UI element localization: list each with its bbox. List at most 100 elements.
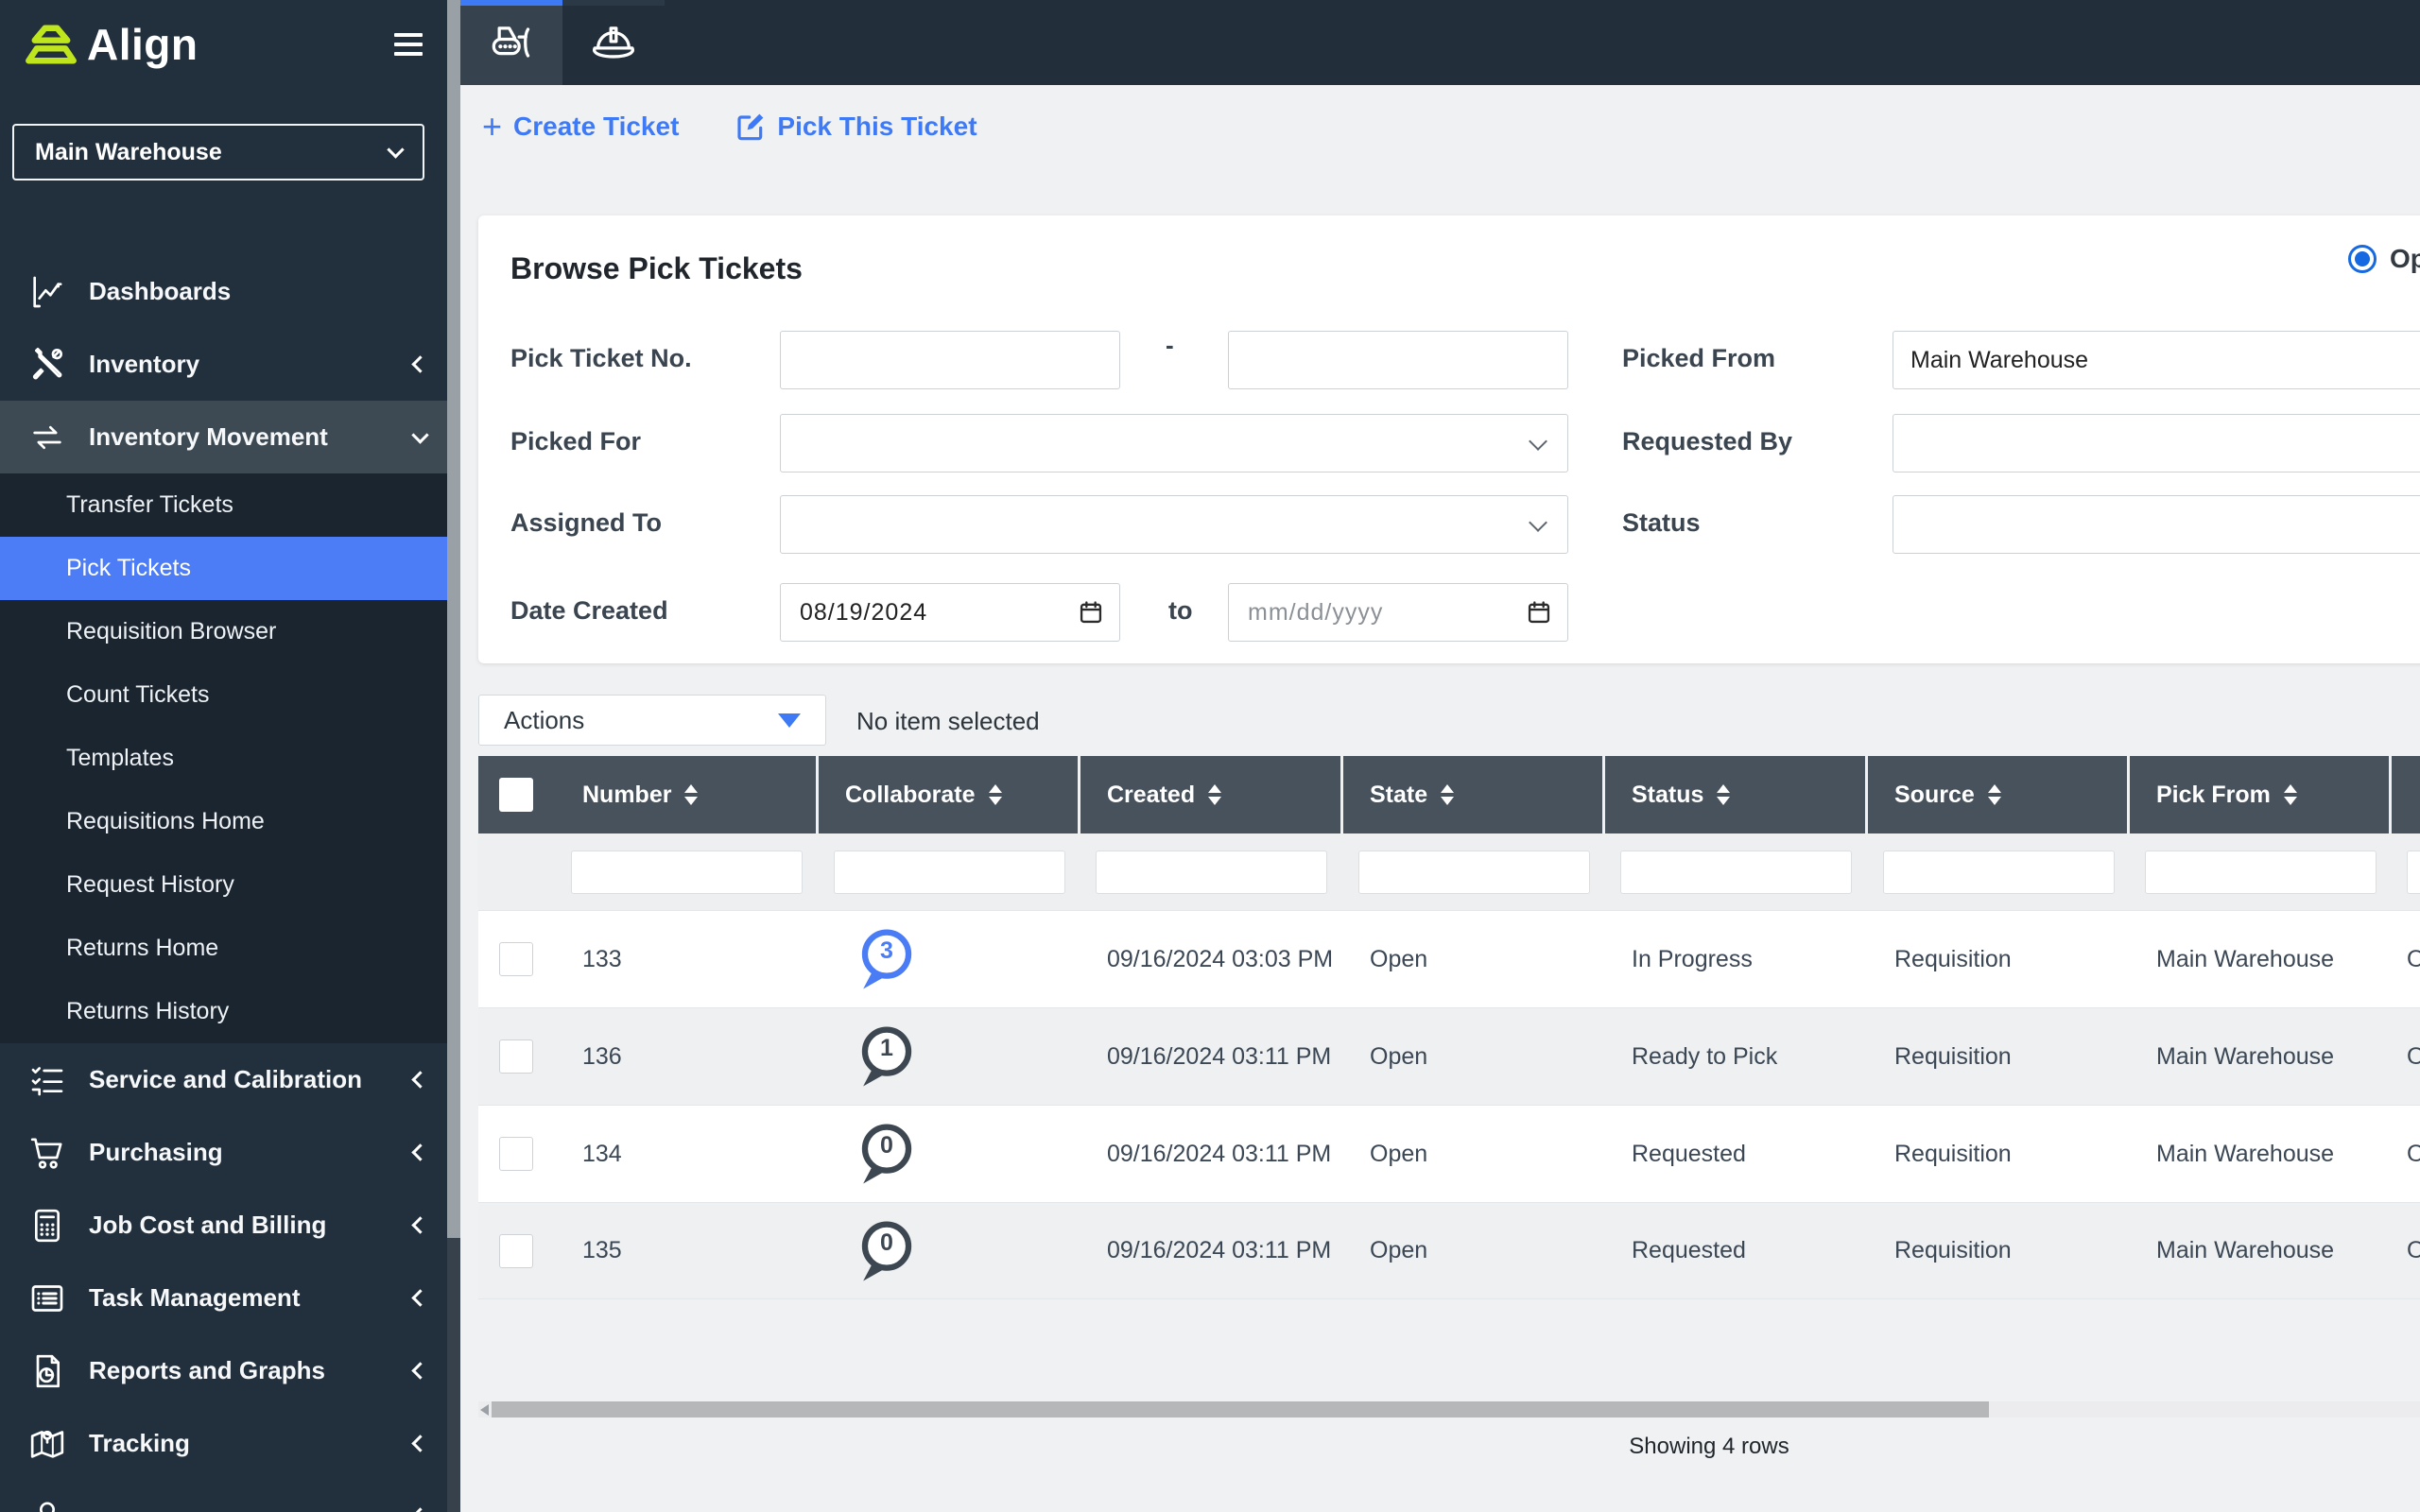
filter-collaborate-input[interactable] — [834, 850, 1065, 894]
pick-ticket-no-to-input[interactable] — [1228, 331, 1568, 389]
sidebar-item-inventory-movement[interactable]: Inventory Movement — [0, 401, 460, 473]
header-source[interactable]: Source — [1868, 756, 2130, 833]
header-number[interactable]: Number — [478, 756, 819, 833]
header-pick-from[interactable]: Pick From — [2130, 756, 2392, 833]
row-checkbox[interactable] — [499, 1040, 533, 1074]
sort-icon — [1717, 784, 1731, 805]
open-radio-label: Open — [2390, 244, 2420, 273]
sidebar-item-reports-and-graphs[interactable]: Reports and Graphs — [0, 1334, 460, 1407]
header-collaborate[interactable]: Collaborate — [819, 756, 1080, 833]
sidebar-item-service-and-calibration[interactable]: Service and Calibration — [0, 1043, 460, 1116]
row-checkbox[interactable] — [499, 1233, 533, 1268]
sidebar-item-pick-tickets[interactable]: Pick Tickets — [0, 537, 460, 600]
sidebar-item-transfer-tickets[interactable]: Transfer Tickets — [66, 491, 233, 518]
sidebar-item-tracking[interactable]: Tracking — [0, 1407, 460, 1480]
table-row[interactable]: 135 0 09/16/2024 03:11 PM Open Requested… — [478, 1202, 2420, 1299]
sidebar-item-requisition-browser[interactable]: Requisition Browser — [66, 618, 277, 644]
row-checkbox[interactable] — [499, 1137, 533, 1171]
picked-from-input[interactable] — [1893, 331, 2420, 389]
collaborate-bubble[interactable]: 0 — [856, 1216, 917, 1286]
tab-equipment-bulldozer[interactable] — [460, 0, 562, 85]
picked-for-label: Picked For — [510, 427, 642, 455]
filter-partial-input[interactable] — [2407, 850, 2420, 894]
header-state[interactable]: State — [1343, 756, 1605, 833]
sidebar-item-dashboards[interactable]: Dashboards — [0, 255, 460, 328]
sidebar-item-returns-home[interactable]: Returns Home — [66, 935, 219, 961]
assigned-to-select[interactable] — [780, 495, 1568, 554]
filter-state-input[interactable] — [1358, 850, 1590, 894]
warehouse-selector[interactable]: Main Warehouse — [12, 124, 424, 180]
scroll-left-arrow-icon[interactable] — [480, 1404, 489, 1416]
filter-pick-from-input[interactable] — [2145, 850, 2377, 894]
header-created[interactable]: Created — [1080, 756, 1343, 833]
status-input[interactable] — [1893, 495, 2420, 554]
plus-icon: + — [482, 107, 503, 146]
calculator-icon — [35, 1209, 60, 1242]
sidebar-item-job-cost-and-billing[interactable]: Job Cost and Billing — [0, 1189, 460, 1262]
tools-icon — [32, 347, 63, 379]
sidebar-item-label: Reports and Graphs — [89, 1356, 325, 1384]
sidebar-item-templates[interactable]: Templates — [66, 745, 174, 771]
filter-number-input[interactable] — [571, 850, 803, 894]
horizontal-scrollbar-thumb[interactable] — [492, 1401, 1989, 1418]
sidebar-item-task-management[interactable]: Task Management — [0, 1262, 460, 1334]
pick-this-ticket-button[interactable]: Pick This Ticket — [735, 112, 977, 142]
table-filter-row — [478, 833, 2420, 910]
warehouse-selector-value: Main Warehouse — [35, 138, 222, 165]
sidebar-header: Align Main Warehouse — [0, 0, 460, 255]
speech-bubble-icon — [861, 1124, 912, 1184]
table-row[interactable]: 134 0 09/16/2024 03:11 PM Open Requested… — [478, 1105, 2420, 1202]
sidebar-item-label: Dashboards — [89, 277, 232, 305]
row-checkbox[interactable] — [499, 942, 533, 976]
status-label: Status — [1622, 508, 1701, 537]
sidebar-item-purchasing[interactable]: Purchasing — [0, 1116, 460, 1189]
line-chart-icon — [33, 276, 62, 307]
filter-status-input[interactable] — [1620, 850, 1852, 894]
sidebar-item-request-history[interactable]: Request History — [66, 871, 234, 898]
date-created-label: Date Created — [510, 596, 668, 625]
sidebar-scrollbar-thumb[interactable] — [447, 0, 460, 1238]
collaborate-bubble[interactable]: 0 — [856, 1119, 917, 1189]
sidebar-item-label: Task Management — [89, 1283, 301, 1312]
selection-status-text: No item selected — [856, 707, 1040, 735]
picked-for-select[interactable] — [780, 414, 1568, 472]
table-row[interactable]: 136 1 09/16/2024 03:11 PM Open Ready to … — [478, 1007, 2420, 1105]
map-pin-icon — [30, 1430, 64, 1458]
date-created-to-input[interactable]: mm/dd/yyyy — [1228, 583, 1568, 642]
tab-hard-hat[interactable] — [562, 0, 665, 85]
sidebar-item-partial-bottom[interactable] — [0, 1480, 460, 1512]
sidebar-item-inventory[interactable]: Inventory — [0, 328, 460, 401]
sidebar-item-count-tickets[interactable]: Count Tickets — [66, 681, 210, 708]
requested-by-input[interactable] — [1893, 414, 2420, 472]
date-created-from-input[interactable]: 08/19/2024 — [780, 583, 1120, 642]
speech-bubble-icon — [861, 1026, 912, 1087]
hamburger-menu-icon[interactable] — [394, 33, 423, 56]
collaborate-bubble[interactable]: 3 — [856, 924, 917, 994]
browse-pick-tickets-panel: Browse Pick Tickets Open Pick Ticket No.… — [478, 215, 2420, 663]
module-tab-bar — [460, 0, 2420, 85]
create-ticket-button[interactable]: + Create Ticket — [482, 107, 680, 146]
filter-source-input[interactable] — [1883, 850, 2115, 894]
filter-created-input[interactable] — [1096, 850, 1327, 894]
speech-bubble-icon — [861, 929, 912, 989]
open-radio-button[interactable] — [2348, 245, 2377, 273]
calendar-icon — [1080, 601, 1102, 624]
sort-icon — [1441, 784, 1455, 805]
select-all-checkbox[interactable] — [499, 778, 533, 812]
sidebar-item-returns-history[interactable]: Returns History — [66, 998, 230, 1024]
collaborate-bubble[interactable]: 1 — [856, 1022, 917, 1091]
sort-icon — [1987, 784, 2001, 805]
chevron-down-icon — [1529, 431, 1547, 451]
pick-ticket-no-from-input[interactable] — [780, 331, 1120, 389]
sidebar-scrollbar[interactable] — [447, 0, 460, 1512]
horizontal-scrollbar[interactable] — [478, 1401, 2420, 1418]
table-row[interactable]: 133 3 09/16/2024 03:03 PM Open In Progre… — [478, 910, 2420, 1007]
header-partial[interactable] — [2392, 756, 2420, 833]
sidebar-item-label: Job Cost and Billing — [89, 1211, 327, 1239]
sort-icon — [684, 784, 699, 805]
actions-dropdown[interactable]: Actions — [478, 695, 826, 746]
toolbar-links: + Create Ticket Pick This Ticket — [482, 107, 977, 146]
sidebar-item-label: Purchasing — [89, 1138, 223, 1166]
header-status[interactable]: Status — [1605, 756, 1868, 833]
sidebar-item-requisitions-home[interactable]: Requisitions Home — [66, 808, 265, 834]
